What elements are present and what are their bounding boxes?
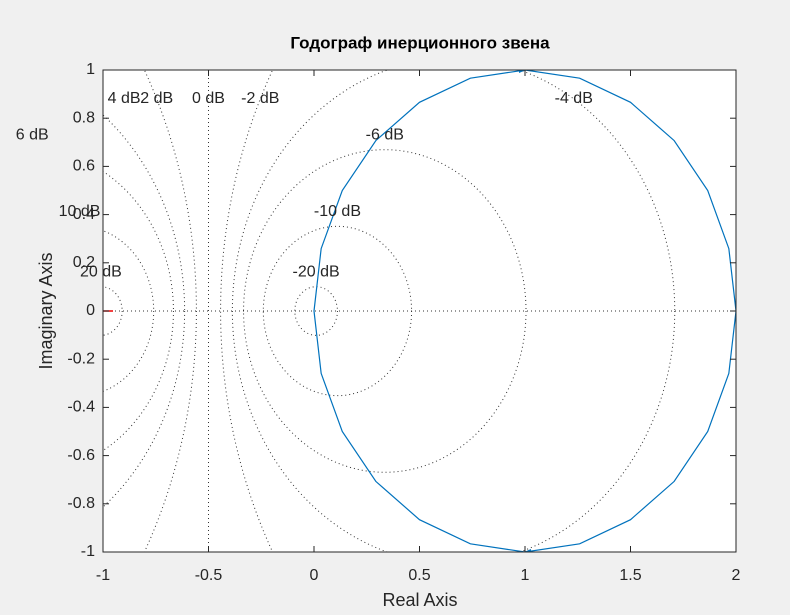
data-layer: [313, 70, 736, 552]
y-tick-label: -0.4: [67, 399, 95, 416]
x-tick-label: 0.5: [408, 567, 430, 584]
grid-contour: [103, 114, 186, 508]
axes-layer: 20 dB 10 dB 6 dB 4 dB 2 dB 0 dB -2 dB -4 dB -6 d…: [16, 61, 741, 584]
grid-contour: [103, 230, 155, 392]
contour-label: -2 dB: [241, 90, 279, 107]
x-tick-label: 2: [732, 567, 741, 584]
x-tick-label: 1.5: [619, 567, 641, 584]
chart-title: Годограф инерционного звена: [290, 33, 550, 52]
contour-label: -10 dB: [314, 203, 361, 220]
grid-contour: [103, 286, 123, 336]
y-tick-label: 1: [86, 61, 95, 78]
x-tick-label: 0: [310, 567, 319, 584]
grid-contour: [262, 225, 413, 397]
nyquist-curve: [313, 70, 736, 552]
contour-label: 4 dB: [108, 90, 141, 107]
contour-label: 2 dB: [140, 90, 173, 107]
y-tick-label: 0.4: [73, 206, 95, 223]
x-axis-label: Real Axis: [382, 590, 457, 610]
contour-label: 6 dB: [16, 126, 49, 143]
grid-contour: [231, 70, 676, 552]
grid-contour: [294, 286, 338, 336]
y-tick-label: -0.8: [67, 495, 95, 512]
y-tick-label: 0.6: [73, 158, 95, 175]
contour-label: -6 dB: [366, 126, 404, 143]
y-tick-label: 0.8: [73, 109, 95, 126]
grid-contour: [103, 170, 174, 452]
grid-contour: [243, 149, 527, 473]
direction-arrow: [524, 549, 531, 552]
y-tick-label: -0.2: [67, 350, 95, 367]
y-tick-label: 0: [86, 302, 95, 319]
contour-label: 0 dB: [192, 90, 225, 107]
y-tick-label: -1: [81, 543, 95, 560]
contour-label: 10 dB: [59, 203, 101, 220]
direction-arrow: [519, 70, 526, 73]
x-tick-label: 1: [521, 567, 530, 584]
y-axis-label: Imaginary Axis: [36, 252, 56, 369]
x-tick-label: -0.5: [195, 567, 223, 584]
y-tick-label: 0.2: [73, 254, 95, 271]
contour-label: -4 dB: [555, 90, 593, 107]
x-tick-label: -1: [96, 567, 110, 584]
grid-contour: [143, 70, 197, 552]
contour-label: 20 dB: [80, 263, 122, 280]
contour-label: -20 dB: [293, 263, 340, 280]
y-tick-label: -0.6: [67, 447, 95, 464]
